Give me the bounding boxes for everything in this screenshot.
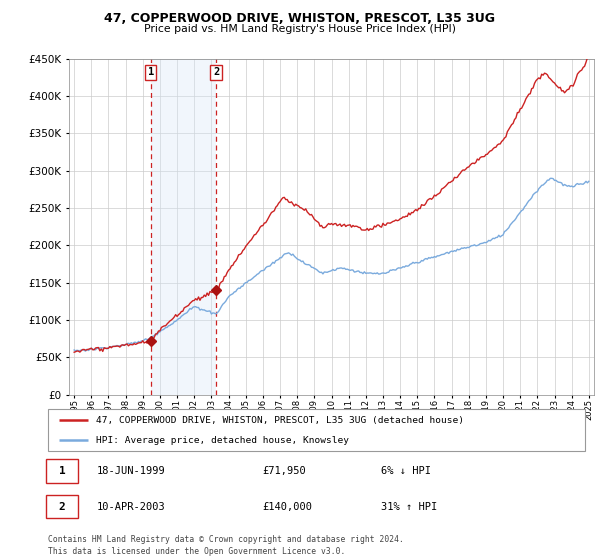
Text: £71,950: £71,950 (263, 466, 307, 476)
Text: 31% ↑ HPI: 31% ↑ HPI (381, 502, 437, 511)
Text: 6% ↓ HPI: 6% ↓ HPI (381, 466, 431, 476)
Text: £140,000: £140,000 (263, 502, 313, 511)
Text: 2: 2 (59, 502, 65, 511)
Bar (151, 59, 216, 395)
Text: 47, COPPERWOOD DRIVE, WHISTON, PRESCOT, L35 3UG (detached house): 47, COPPERWOOD DRIVE, WHISTON, PRESCOT, … (97, 416, 464, 424)
Text: 18-JUN-1999: 18-JUN-1999 (97, 466, 165, 476)
FancyBboxPatch shape (46, 494, 77, 519)
Text: Contains HM Land Registry data © Crown copyright and database right 2024.
This d: Contains HM Land Registry data © Crown c… (48, 535, 404, 556)
Text: 1: 1 (59, 466, 65, 476)
FancyBboxPatch shape (48, 409, 585, 451)
FancyBboxPatch shape (46, 459, 77, 483)
Text: 10-APR-2003: 10-APR-2003 (97, 502, 165, 511)
Text: HPI: Average price, detached house, Knowsley: HPI: Average price, detached house, Know… (97, 436, 349, 445)
Text: 1: 1 (148, 67, 154, 77)
Text: 2: 2 (213, 67, 219, 77)
Text: Price paid vs. HM Land Registry's House Price Index (HPI): Price paid vs. HM Land Registry's House … (144, 24, 456, 34)
Text: 47, COPPERWOOD DRIVE, WHISTON, PRESCOT, L35 3UG: 47, COPPERWOOD DRIVE, WHISTON, PRESCOT, … (104, 12, 496, 25)
